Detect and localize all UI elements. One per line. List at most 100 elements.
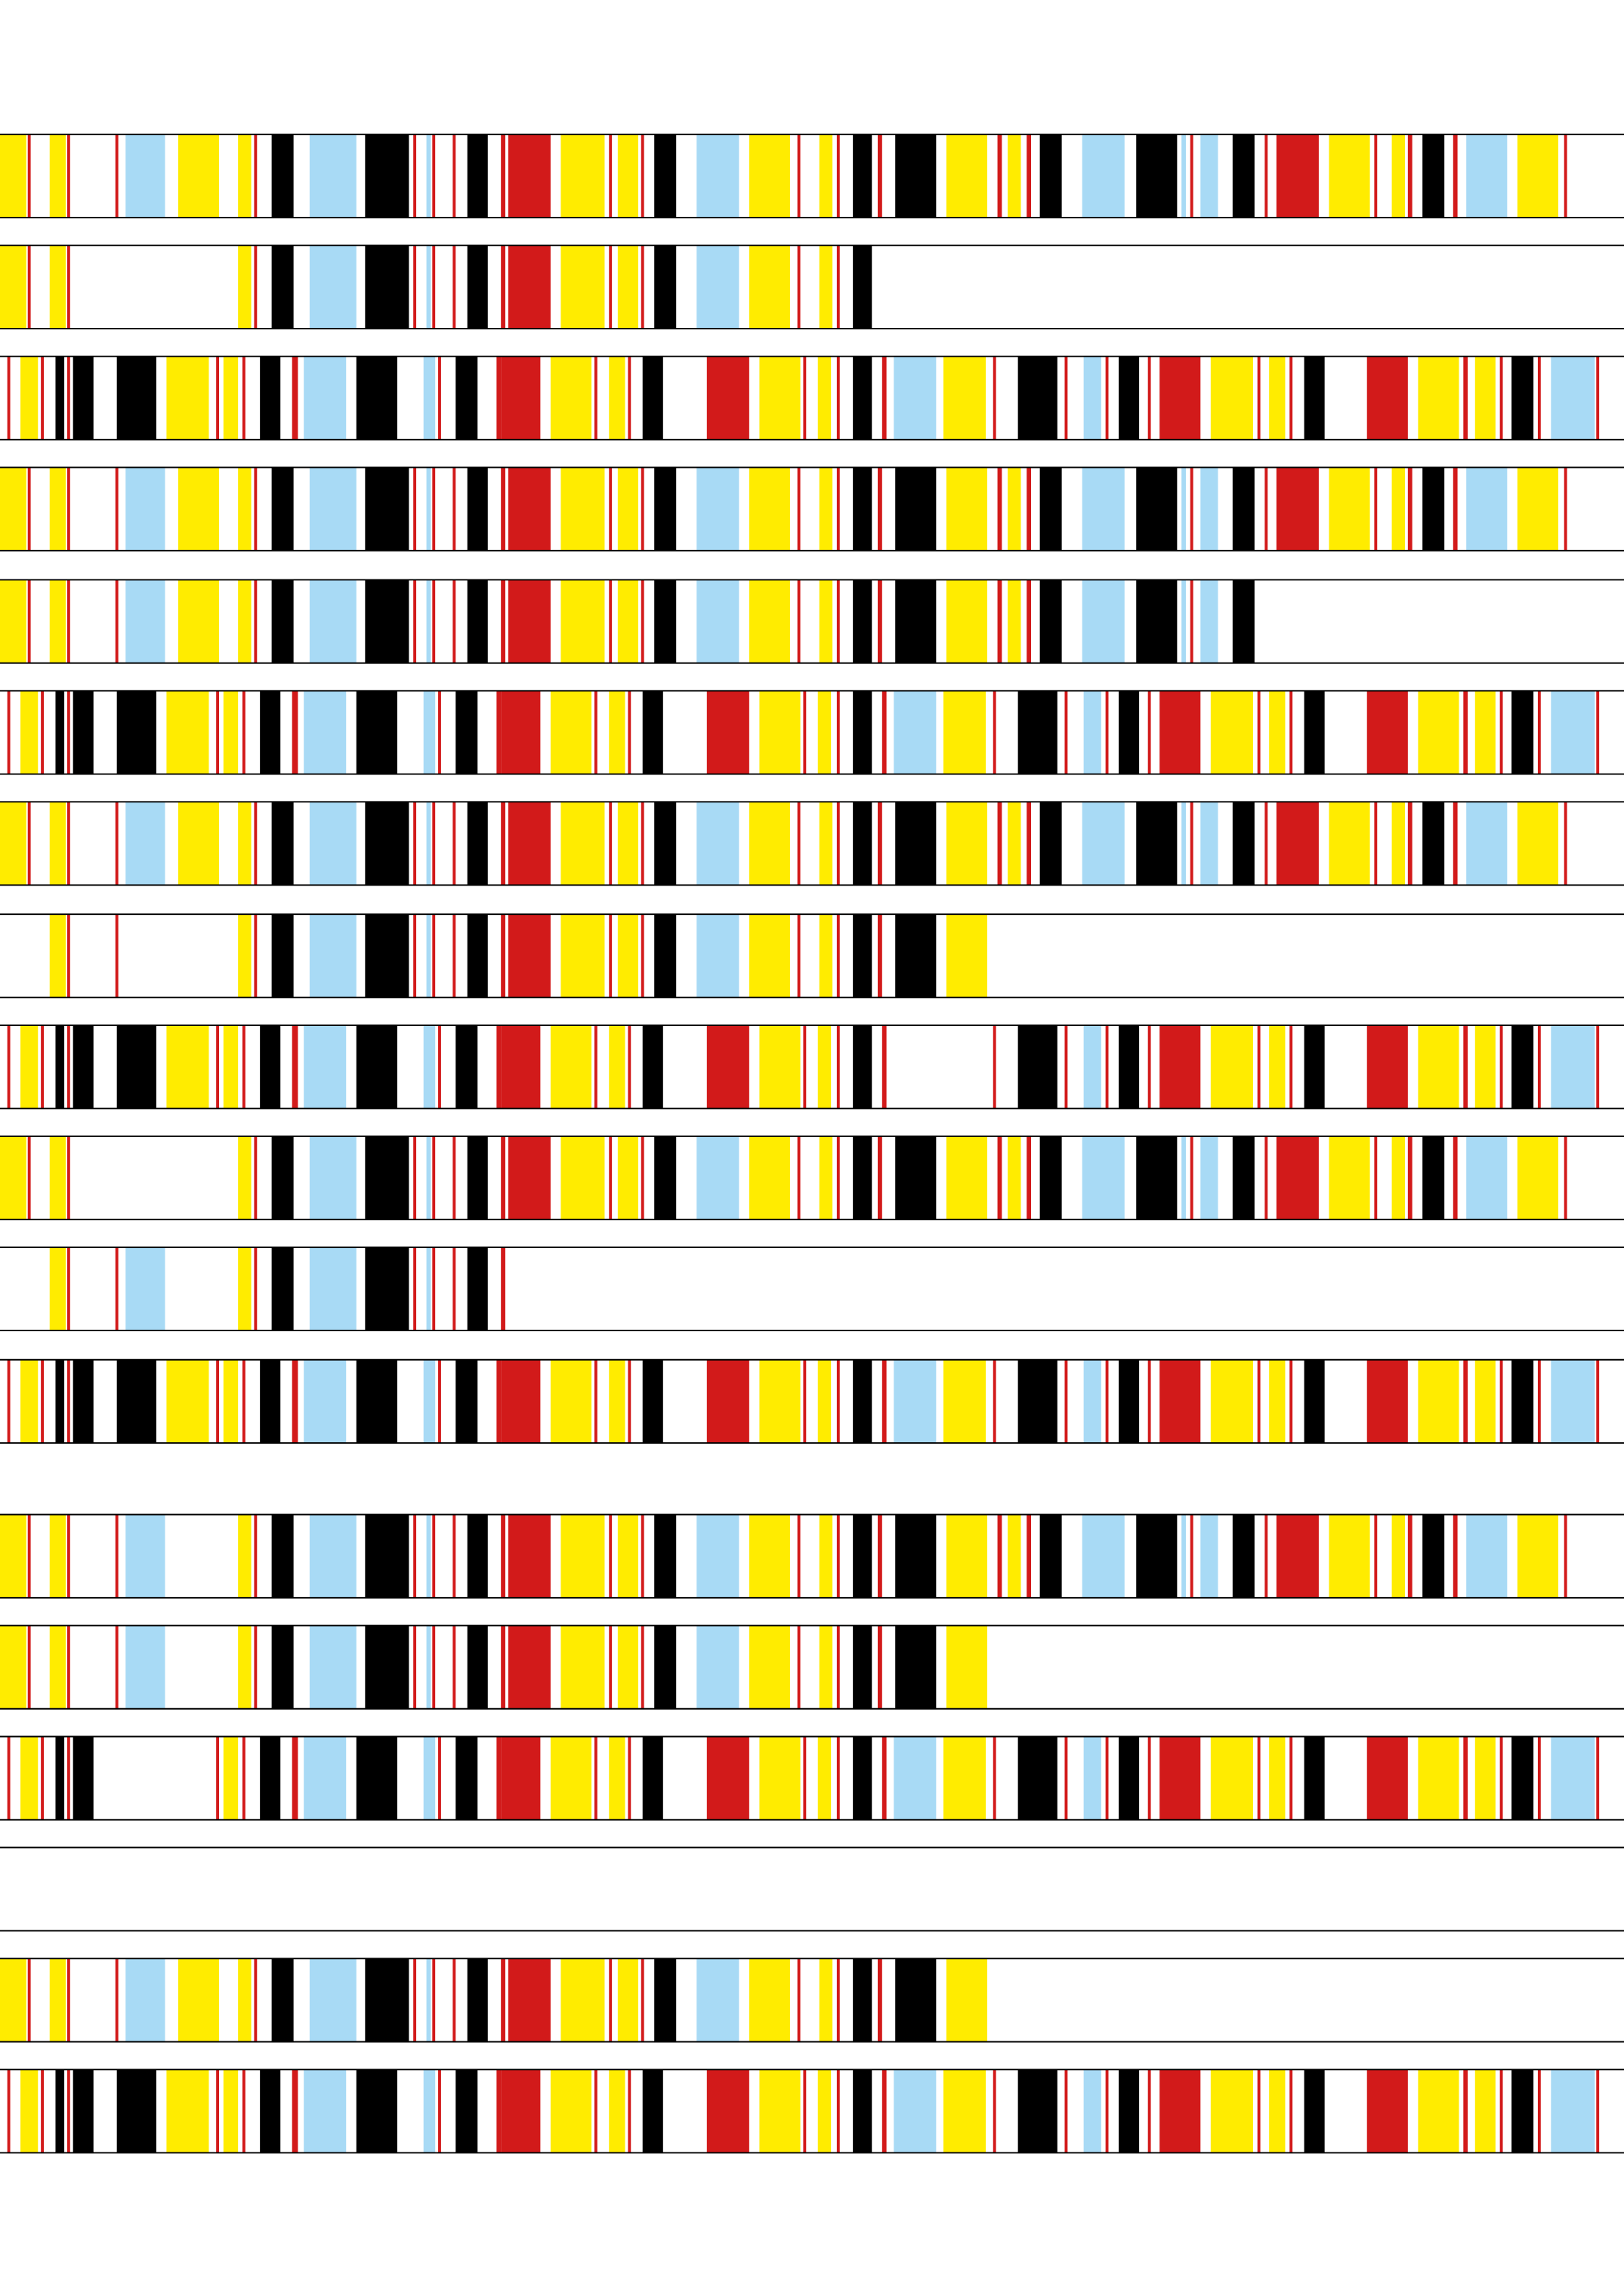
stripe [216, 356, 220, 440]
stripe [426, 1247, 431, 1331]
stripe [426, 1625, 431, 1709]
stripe [1537, 1359, 1541, 1443]
stripe [501, 1359, 541, 1443]
stripe [1257, 1359, 1261, 1443]
stripe [853, 245, 872, 329]
stripe [223, 2069, 239, 2153]
stripe [641, 1958, 644, 2042]
stripe [1537, 2069, 1541, 2153]
stripe [423, 356, 436, 440]
stripe [49, 1514, 66, 1598]
stripe [803, 1025, 807, 1109]
stripe [609, 245, 613, 329]
stripe [803, 1359, 807, 1443]
stripe [1181, 802, 1186, 885]
stripe [628, 2069, 631, 2153]
stripe [1159, 691, 1201, 774]
stripe [432, 134, 436, 218]
stripe [1466, 802, 1508, 885]
stripe [706, 691, 749, 774]
stripe [309, 1625, 357, 1709]
stripe [1105, 691, 1109, 774]
stripe [1017, 1736, 1057, 1820]
stripe [993, 1359, 996, 1443]
stripe [501, 1247, 505, 1331]
stripe [73, 2069, 94, 2153]
stripe [1136, 1136, 1178, 1220]
stripe [696, 914, 739, 998]
stripe [642, 1736, 663, 1820]
stripe [1105, 2069, 1109, 2153]
stripe [1474, 356, 1496, 440]
stripe [836, 467, 840, 551]
stripe [1422, 134, 1445, 218]
stripe [696, 1625, 739, 1709]
stripe [1407, 134, 1413, 218]
stripe [271, 914, 294, 998]
stripe [1499, 691, 1503, 774]
stripe [1147, 356, 1151, 440]
stripe [797, 802, 801, 885]
stripe [216, 1025, 220, 1109]
stripe [1264, 1136, 1268, 1220]
stripe [749, 914, 790, 998]
stripe [641, 1625, 644, 1709]
stripe [1119, 2069, 1140, 2153]
stripe [1257, 1025, 1261, 1109]
stripe [696, 134, 739, 218]
stripe [423, 1025, 436, 1109]
stripe [946, 1625, 988, 1709]
stripe [467, 1514, 488, 1598]
stripe [238, 914, 252, 998]
stripe [254, 467, 258, 551]
stripe [7, 1025, 11, 1109]
stripe [1418, 691, 1459, 774]
stripe [1008, 467, 1021, 551]
stripe [20, 691, 39, 774]
stripe [997, 1136, 1002, 1220]
stripe [1039, 1514, 1062, 1598]
stripe [467, 1958, 488, 2042]
stripe [254, 1958, 258, 2042]
stripe [836, 1625, 840, 1709]
stripe [706, 1025, 749, 1109]
stripe [836, 1514, 840, 1598]
stripe [292, 356, 298, 440]
stripe [1418, 2069, 1459, 2153]
stripe [1083, 1359, 1101, 1443]
stripe [1596, 2069, 1600, 2153]
stripe [1276, 1514, 1319, 1598]
stripe [641, 1136, 644, 1220]
stripe [1027, 467, 1032, 551]
stripe [260, 356, 281, 440]
stripe [609, 356, 625, 440]
stripe [1181, 579, 1186, 663]
stripe [1463, 691, 1468, 774]
stripe [455, 1736, 478, 1820]
stripe [819, 914, 833, 998]
stripe [1008, 1514, 1021, 1598]
stripe [1181, 134, 1186, 218]
stripe [1082, 134, 1125, 218]
stripe [1190, 1136, 1193, 1220]
stripe [1232, 579, 1255, 663]
stripe [836, 802, 840, 885]
stripe [1466, 134, 1508, 218]
stripe [66, 467, 70, 551]
stripe [413, 134, 417, 218]
stripe [413, 245, 417, 329]
stripe [819, 1136, 833, 1220]
stripe [642, 356, 663, 440]
stripe [1418, 1736, 1459, 1820]
stripe [1564, 802, 1567, 885]
stripe [609, 1514, 613, 1598]
stripe [49, 1625, 66, 1709]
stripe [1200, 134, 1218, 218]
stripe [609, 691, 625, 774]
stripe [166, 1025, 209, 1109]
stripe [594, 1359, 597, 1443]
stripe [365, 579, 409, 663]
stripe [1453, 134, 1458, 218]
stripe [878, 1958, 882, 2042]
stripe [496, 691, 502, 774]
